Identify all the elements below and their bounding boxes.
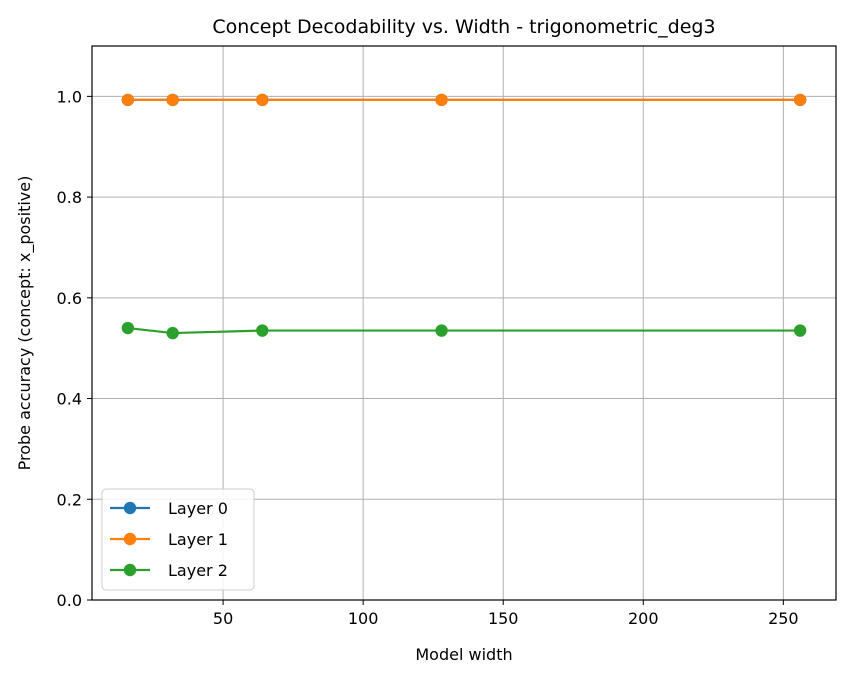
legend-item: Layer 1 [110,530,228,549]
data-point [256,324,269,337]
data-point [166,326,179,340]
chart-title: Concept Decodability vs. Width - trigono… [212,16,715,38]
legend-swatch-marker [123,563,137,577]
y-tick-label: 1.0 [57,87,82,106]
legend-box [101,488,255,591]
y-tick-label: 0.0 [57,591,82,610]
series-line [127,326,801,335]
y-tick-label: 0.8 [57,188,82,207]
x-tick-label: 250 [768,609,799,628]
data-point [256,93,269,107]
series-layer-1 [121,93,807,107]
data-point [121,321,135,335]
x-axis-label: Model width [415,645,512,664]
y-tick-label: 0.4 [57,390,82,409]
legend-item: Layer 0 [110,499,228,518]
legend-label: Layer 1 [168,530,228,549]
data-point [793,324,807,337]
x-tick-label: 100 [348,609,379,628]
legend-swatch-marker [123,501,137,515]
y-axis: 0.0 0.2 0.4 0.6 0.8 1.0 [57,87,92,610]
y-tick-label: 0.6 [57,289,82,308]
data-point [793,93,807,107]
legend-swatch-marker [123,532,137,546]
x-tick-label: 200 [628,609,659,628]
data-point [121,93,135,107]
x-tick-label: 150 [488,609,519,628]
data-point [166,93,179,107]
y-axis-label: Probe accuracy (concept: x_positive) [15,176,35,471]
series-layer [121,93,807,340]
plot-frame [91,45,837,601]
series-layer-2 [121,321,807,340]
y-tick-label: 0.2 [57,490,82,509]
legend-item: Layer 2 [110,561,228,580]
data-point [435,324,448,337]
legend-label: Layer 0 [168,499,228,518]
data-point [435,93,448,107]
legend-label: Layer 2 [168,561,228,580]
x-tick-label: 50 [213,609,233,628]
x-axis: 50 100 150 200 250 [213,600,799,628]
legend: Layer 0 Layer 1 Layer 2 [101,488,255,591]
